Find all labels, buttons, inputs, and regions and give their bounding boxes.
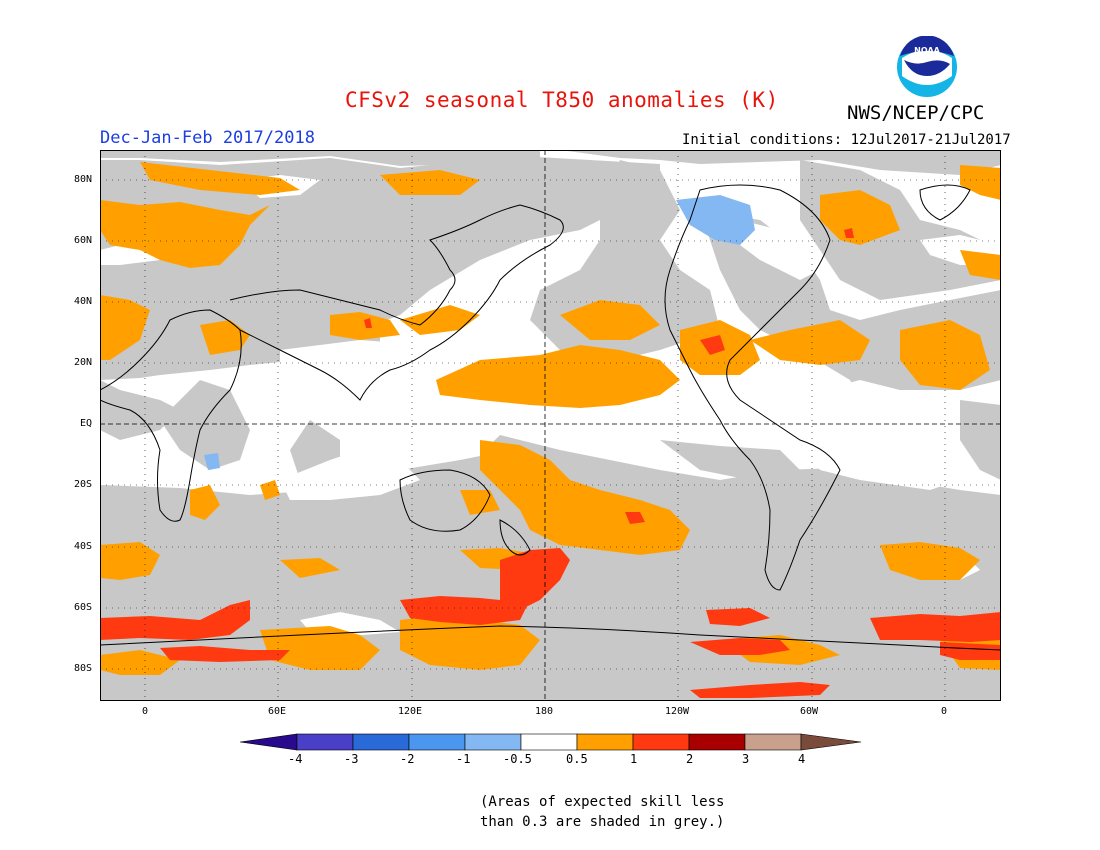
legend-swatch (688, 733, 746, 751)
equator-dateline (100, 150, 1001, 701)
legend-swatch (576, 733, 634, 751)
legend-label: -2 (400, 752, 415, 766)
cool-anomaly-regions (204, 195, 755, 470)
initial-conditions-label: Initial conditions: 12Jul2017-21Jul2017 (682, 132, 1011, 148)
lat-label-40s: 40S (74, 541, 93, 552)
legend-label: 2 (686, 752, 694, 766)
lon-label-0-east: 0 (941, 706, 948, 717)
lon-label-60w: 60W (800, 706, 819, 717)
legend-swatch (352, 733, 410, 751)
legend-arrow-left (240, 733, 298, 751)
legend-swatch (632, 733, 690, 751)
lon-label-0-west: 0 (142, 706, 149, 717)
legend-label: 0.5 (566, 752, 588, 766)
legend-swatch (520, 733, 578, 751)
legend-swatch (744, 733, 802, 751)
lon-label-180: 180 (535, 706, 554, 717)
legend-label: 4 (798, 752, 806, 766)
legend-swatch (464, 733, 522, 751)
lat-label-80n: 80N (74, 174, 93, 185)
map-frame (100, 150, 1001, 701)
lon-label-120w: 120W (665, 706, 690, 717)
warm-anomaly-regions (100, 162, 1001, 675)
legend-label: -3 (344, 752, 359, 766)
lat-label-40n: 40N (74, 296, 93, 307)
legend-swatch (296, 733, 354, 751)
coastlines (100, 184, 1001, 651)
lat-label-eq: EQ (80, 418, 93, 429)
lat-label-20n: 20N (74, 357, 93, 368)
color-legend-bar (240, 733, 862, 751)
lat-label-20s: 20S (74, 479, 93, 490)
legend-arrow-right (800, 733, 862, 751)
legend-label: -0.5 (503, 752, 532, 766)
noaa-logo: NOAA (897, 36, 957, 97)
lon-label-120e: 120E (398, 706, 423, 717)
skill-note: (Areas of expected skill less than 0.3 a… (480, 792, 724, 832)
skill-note-line: than 0.3 are shaded in grey.) (480, 814, 725, 830)
legend-swatch (408, 733, 466, 751)
graticule (100, 150, 1001, 701)
lat-label-60n: 60N (74, 235, 93, 246)
organization-label: NWS/NCEP/CPC (847, 102, 985, 124)
lat-label-60s: 60S (74, 602, 93, 613)
season-label: Dec-Jan-Feb 2017/2018 (100, 128, 315, 148)
legend-label: 1 (630, 752, 638, 766)
logo-text: NOAA (914, 46, 940, 55)
lon-label-60e: 60E (268, 706, 287, 717)
legend-label: -4 (288, 752, 303, 766)
map-title: CFSv2 seasonal T850 anomalies (K) (345, 88, 779, 112)
anomaly-map (100, 150, 1001, 701)
skill-note-line: (Areas of expected skill less (480, 794, 725, 810)
lat-label-80s: 80S (74, 663, 93, 674)
legend-label: -1 (456, 752, 471, 766)
strong-warm-anomaly-regions (100, 228, 1001, 698)
legend-label: 3 (742, 752, 750, 766)
